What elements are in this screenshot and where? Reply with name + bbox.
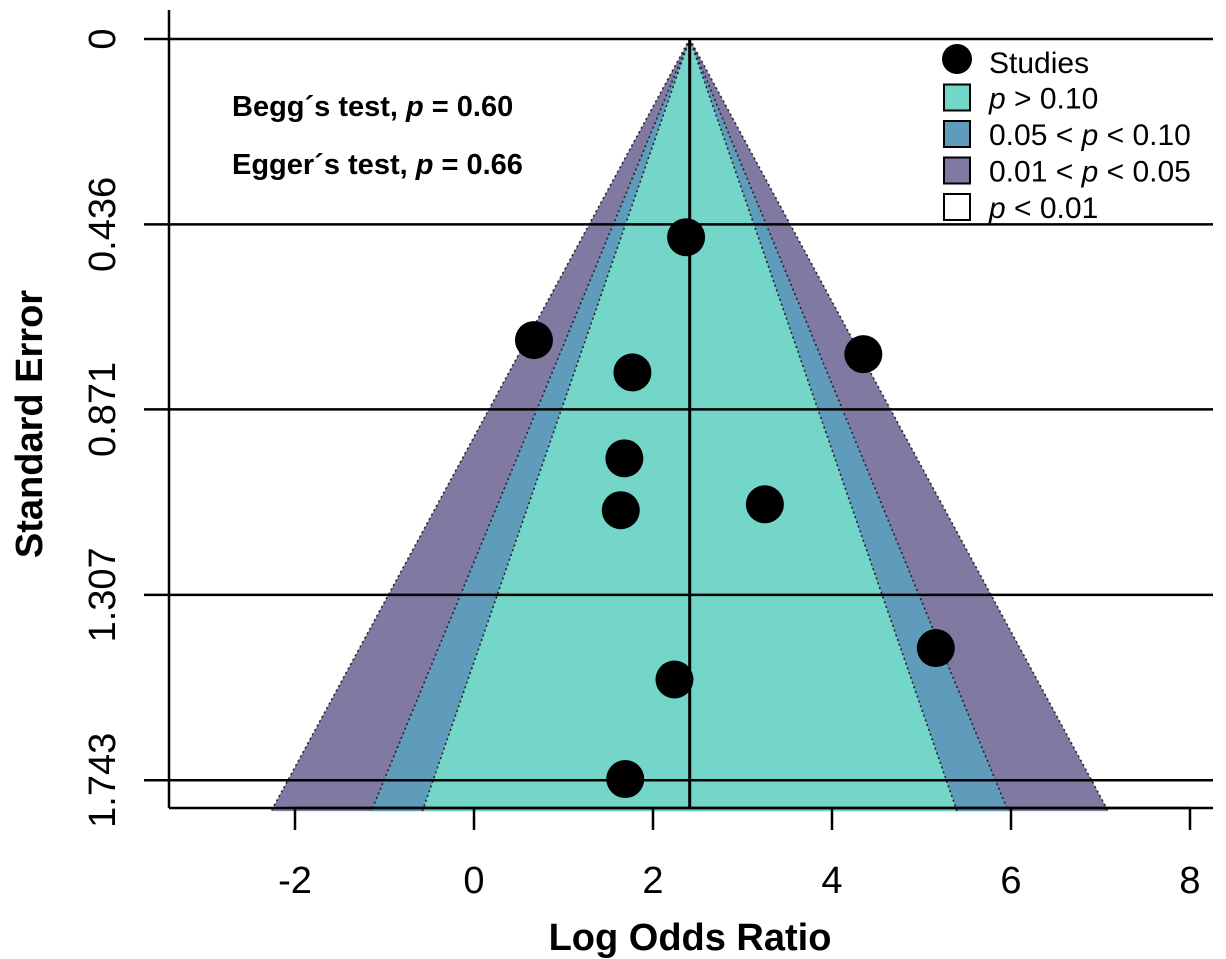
annotation-1: Egger´s test, p = 0.66 <box>232 149 523 181</box>
legend-swatch-b01_05 <box>943 156 971 185</box>
contour-boundary-right-1 <box>688 38 1009 812</box>
x-tick-label-2: 2 <box>642 860 663 902</box>
x-axis-ticks: -2 0 2 4 6 8 <box>278 808 1201 902</box>
study-point-1 <box>514 321 553 360</box>
x-tick-label-1: 0 <box>463 860 484 902</box>
study-point-2 <box>844 335 883 374</box>
contour-boundary-left-0 <box>421 38 691 812</box>
study-points <box>514 218 955 799</box>
legend-swatch-b05_10 <box>943 120 971 148</box>
x-axis-title: Log Odds Ratio <box>549 917 832 959</box>
contour-boundary-right-2 <box>688 38 1109 812</box>
y-tick-label-3: 1.307 <box>82 547 124 642</box>
y-axis-ticks: 0 0.436 0.871 1.307 1.743 <box>82 28 124 827</box>
legend-swatch-gt10 <box>943 83 971 112</box>
y-axis-title: Standard Error <box>9 290 51 558</box>
axes <box>167 10 1213 810</box>
legend-swatch-lt01 <box>943 193 971 221</box>
legend-label-b05_10: 0.05 < p < 0.10 <box>989 119 1191 152</box>
x-tick-label-5: 8 <box>1179 860 1200 902</box>
study-point-8 <box>655 660 694 699</box>
legend-label-gt10: p > 0.10 <box>988 83 1098 116</box>
y-tick-label-1: 0.436 <box>82 177 124 272</box>
study-point-9 <box>606 760 645 799</box>
legend-studies-label: Studies <box>989 47 1089 80</box>
study-point-3 <box>613 353 652 392</box>
x-tick-label-0: -2 <box>278 860 312 902</box>
legend-label-lt01: p < 0.01 <box>988 192 1098 225</box>
annotation-0: Begg´s test, p = 0.60 <box>232 91 513 123</box>
legend-studies-marker <box>942 44 972 74</box>
study-point-5 <box>601 491 640 530</box>
y-tick-label-2: 0.871 <box>82 362 124 457</box>
y-tick-label-0: 0 <box>82 28 124 49</box>
test-annotations: Begg´s test, p = 0.60 Egger´s test, p = 0… <box>232 91 523 181</box>
legend-label-b01_05: 0.01 < p < 0.05 <box>989 156 1191 189</box>
study-point-0 <box>667 218 706 257</box>
contour-boundary-right-0 <box>688 38 958 812</box>
study-point-4 <box>605 439 644 478</box>
contour-boundary-left-1 <box>370 38 691 812</box>
study-point-6 <box>745 485 784 524</box>
y-tick-label-4: 1.743 <box>82 733 124 828</box>
study-point-7 <box>916 629 955 668</box>
contour-boundary-left-2 <box>270 38 691 812</box>
x-tick-label-4: 6 <box>1000 860 1021 902</box>
x-tick-label-3: 4 <box>821 860 842 902</box>
